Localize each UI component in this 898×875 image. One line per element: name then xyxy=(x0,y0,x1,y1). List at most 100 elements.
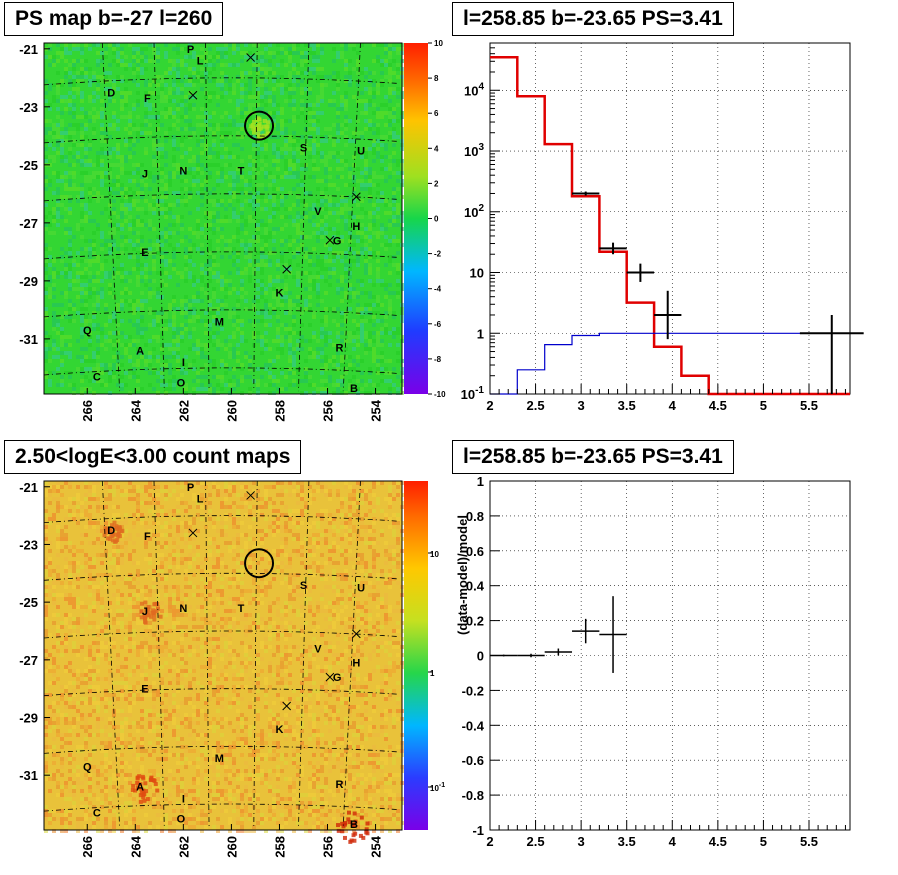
map-pixel xyxy=(344,43,348,47)
map-pixel xyxy=(188,127,192,131)
map-pixel xyxy=(180,303,184,307)
map-pixel xyxy=(344,319,348,323)
map-pixel xyxy=(80,379,84,383)
map-pixel xyxy=(148,279,152,283)
map-pixel xyxy=(112,581,116,585)
map-pixel xyxy=(148,351,152,355)
map-pixel xyxy=(392,115,396,119)
map-pixel xyxy=(260,67,264,71)
map-pixel xyxy=(208,255,212,259)
map-pixel xyxy=(80,211,84,215)
map-pixel xyxy=(308,307,312,311)
map-pixel xyxy=(136,275,140,279)
map-pixel xyxy=(120,267,124,271)
map-pixel xyxy=(244,545,248,549)
map-pixel xyxy=(364,529,368,533)
map-pixel xyxy=(256,497,260,501)
map-pixel xyxy=(76,159,80,163)
map-pixel xyxy=(132,497,136,501)
map-pixel xyxy=(296,75,300,79)
map-pixel xyxy=(164,227,168,231)
map-pixel xyxy=(164,489,168,493)
map-pixel xyxy=(336,589,340,593)
map-pixel xyxy=(388,307,392,311)
map-pixel xyxy=(312,335,316,339)
map-pixel xyxy=(240,391,244,395)
map-pixel xyxy=(104,271,108,275)
map-pixel xyxy=(52,347,56,351)
map-pixel xyxy=(120,593,124,597)
map-pixel xyxy=(176,107,180,111)
map-pixel xyxy=(272,379,276,383)
map-pixel xyxy=(232,287,236,291)
map-pixel xyxy=(248,239,252,243)
map-pixel xyxy=(248,565,252,569)
map-pixel xyxy=(324,199,328,203)
map-pixel xyxy=(336,347,340,351)
map-pixel xyxy=(356,505,360,509)
map-pixel xyxy=(196,347,200,351)
map-pixel xyxy=(240,171,244,175)
map-pixel xyxy=(240,581,244,585)
map-pixel xyxy=(120,375,124,379)
map-pixel xyxy=(288,585,292,589)
map-pixel xyxy=(60,179,64,183)
map-pixel xyxy=(52,131,56,135)
map-pixel xyxy=(240,71,244,75)
map-pixel xyxy=(156,83,160,87)
map-pixel xyxy=(368,581,372,585)
map-pixel xyxy=(68,561,72,565)
map-pixel xyxy=(256,569,260,573)
map-pixel xyxy=(336,159,340,163)
map-pixel xyxy=(104,87,108,91)
map-pixel xyxy=(164,183,168,187)
map-pixel xyxy=(156,291,160,295)
map-pixel xyxy=(280,87,284,91)
map-pixel xyxy=(168,553,172,557)
map-pixel xyxy=(296,43,300,47)
map-pixel xyxy=(276,79,280,83)
map-pixel xyxy=(316,67,320,71)
map-pixel xyxy=(56,545,60,549)
map-pixel xyxy=(156,295,160,299)
map-pixel xyxy=(76,263,80,267)
map-pixel xyxy=(220,47,224,51)
map-pixel xyxy=(380,355,384,359)
map-pixel xyxy=(396,387,400,391)
map-pixel xyxy=(120,343,124,347)
map-pixel xyxy=(64,291,68,295)
map-pixel xyxy=(84,175,88,179)
map-pixel xyxy=(268,581,272,585)
map-pixel xyxy=(164,207,168,211)
map-pixel xyxy=(304,251,308,255)
map-pixel xyxy=(252,95,256,99)
map-pixel xyxy=(244,299,248,303)
map-pixel xyxy=(156,239,160,243)
map-pixel xyxy=(288,247,292,251)
map-pixel xyxy=(276,315,280,319)
map-pixel xyxy=(272,111,276,115)
map-pixel xyxy=(304,247,308,251)
map-pixel xyxy=(96,589,100,593)
map-pixel xyxy=(312,497,316,501)
map-pixel xyxy=(140,195,144,199)
map-pixel xyxy=(332,533,336,537)
map-pixel xyxy=(140,351,144,355)
map-pixel xyxy=(92,231,96,235)
map-pixel xyxy=(68,485,72,489)
map-pixel xyxy=(260,111,264,115)
map-pixel xyxy=(312,175,316,179)
map-pixel xyxy=(184,585,188,589)
map-pixel xyxy=(220,299,224,303)
map-pixel xyxy=(80,71,84,75)
map-pixel xyxy=(160,259,164,263)
map-pixel xyxy=(208,79,212,83)
map-pixel xyxy=(180,143,184,147)
map-pixel xyxy=(304,191,308,195)
map-pixel xyxy=(352,489,356,493)
map-pixel xyxy=(280,255,284,259)
map-pixel xyxy=(348,183,352,187)
map-pixel xyxy=(112,231,116,235)
map-pixel xyxy=(44,493,48,497)
